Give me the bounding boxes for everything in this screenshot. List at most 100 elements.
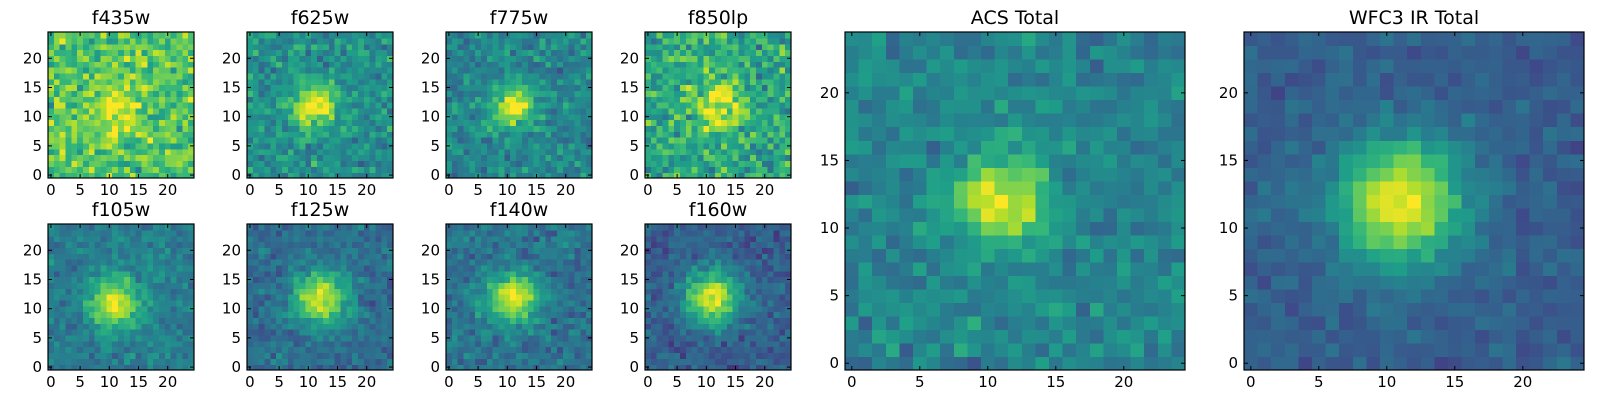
heatmap-cell <box>586 235 593 243</box>
heatmap-cell <box>750 334 757 342</box>
heatmap-cell <box>352 137 359 144</box>
heatmap-cell <box>340 358 347 365</box>
heatmap-cell <box>352 305 359 313</box>
heatmap-cell <box>375 107 382 115</box>
heatmap-cell <box>539 364 546 371</box>
heatmap-cell <box>674 148 681 156</box>
heatmap-cell <box>387 119 394 127</box>
heatmap-cell <box>53 32 61 39</box>
heatmap-cell <box>258 37 266 45</box>
heatmap-cell <box>118 288 125 295</box>
heatmap-cell <box>463 72 470 80</box>
heatmap-cell <box>247 78 254 86</box>
heatmap-cell <box>562 37 570 45</box>
heatmap-cell <box>158 61 166 68</box>
heatmap-cell <box>276 84 283 91</box>
heatmap-cell <box>750 340 757 348</box>
heatmap-cell <box>568 137 576 144</box>
heatmap-cell <box>59 288 67 295</box>
heatmap-cell <box>141 334 148 342</box>
heatmap-cell <box>750 352 757 359</box>
axes-frame <box>445 31 593 179</box>
heatmap-cell <box>264 224 271 231</box>
heatmap-cell <box>527 96 535 103</box>
heatmap-cell <box>94 107 102 115</box>
heatmap-cell <box>188 340 195 348</box>
heatmap-cell <box>545 235 552 243</box>
heatmap-cell <box>305 125 312 132</box>
heatmap-cell <box>293 346 301 354</box>
heatmap-cell <box>580 55 587 62</box>
heatmap-cell <box>475 84 482 91</box>
heatmap-cell <box>346 72 353 80</box>
heatmap-cell <box>369 102 377 109</box>
heatmap-cell <box>527 137 535 144</box>
heatmap-cell <box>574 61 581 68</box>
heatmap-cell <box>176 253 183 260</box>
heatmap-cell <box>258 305 266 313</box>
heatmap-cell <box>88 288 96 295</box>
heatmap-cell <box>492 125 500 132</box>
heatmap-cell <box>767 323 775 330</box>
heatmap-cell <box>53 247 61 254</box>
heatmap-cell <box>182 264 189 272</box>
x-tick-label: 10 <box>299 373 318 391</box>
heatmap-cell <box>656 49 664 56</box>
heatmap-cell <box>118 329 125 336</box>
heatmap-cell <box>685 43 693 51</box>
heatmap-cell <box>551 270 558 278</box>
heatmap-cell <box>182 32 189 39</box>
heatmap-cell <box>270 329 277 336</box>
heatmap-cell <box>153 224 160 231</box>
heatmap-cell <box>732 305 740 313</box>
heatmap-cell <box>118 72 125 80</box>
heatmap-cell <box>170 96 178 103</box>
heatmap-cell <box>141 137 148 144</box>
heatmap-cell <box>282 142 289 150</box>
heatmap-cell <box>551 288 558 295</box>
heatmap-cell <box>586 323 593 330</box>
heatmap-cell <box>481 160 488 167</box>
heatmap-cell <box>170 329 178 336</box>
heatmap-cell <box>276 270 283 278</box>
heatmap-cell <box>135 270 143 278</box>
heatmap-cell <box>709 160 716 167</box>
heatmap-cell <box>755 72 763 80</box>
heatmap-cell <box>387 32 394 39</box>
heatmap-cell <box>100 49 107 56</box>
heatmap-cell <box>176 37 183 45</box>
heatmap-cell <box>153 37 160 45</box>
heatmap-cell <box>738 102 745 109</box>
heatmap-cell <box>755 340 763 348</box>
heatmap-cell <box>703 154 710 162</box>
heatmap-cell <box>446 253 453 260</box>
heatmap-cell <box>510 294 517 301</box>
heatmap-cell <box>510 154 517 162</box>
heatmap-cell <box>53 282 61 289</box>
heatmap-cell <box>123 43 131 51</box>
heatmap-cell <box>521 67 529 74</box>
heatmap-cell <box>533 305 541 313</box>
heatmap-cell <box>88 270 96 278</box>
heatmap-cell <box>369 241 377 248</box>
heatmap-cell <box>258 154 266 162</box>
heatmap-cell <box>164 142 172 150</box>
heatmap-cell <box>118 78 125 86</box>
heatmap-cell <box>703 137 710 144</box>
heatmap-cell <box>451 78 459 86</box>
heatmap-cell <box>129 299 137 307</box>
heatmap-cell <box>650 148 658 156</box>
heatmap-cell <box>481 317 488 324</box>
heatmap-cell <box>551 172 558 179</box>
heatmap-cell <box>141 32 148 39</box>
heatmap-cell <box>720 37 728 45</box>
heatmap-cell <box>556 102 564 109</box>
heatmap-cell <box>346 55 353 62</box>
heatmap-cell <box>305 235 312 243</box>
heatmap-cell <box>258 102 266 109</box>
heatmap-cell <box>188 67 195 74</box>
heatmap-cell <box>322 229 330 237</box>
heatmap-cell <box>720 282 728 289</box>
heatmap-cell <box>773 282 780 289</box>
heatmap-cell <box>463 172 470 179</box>
